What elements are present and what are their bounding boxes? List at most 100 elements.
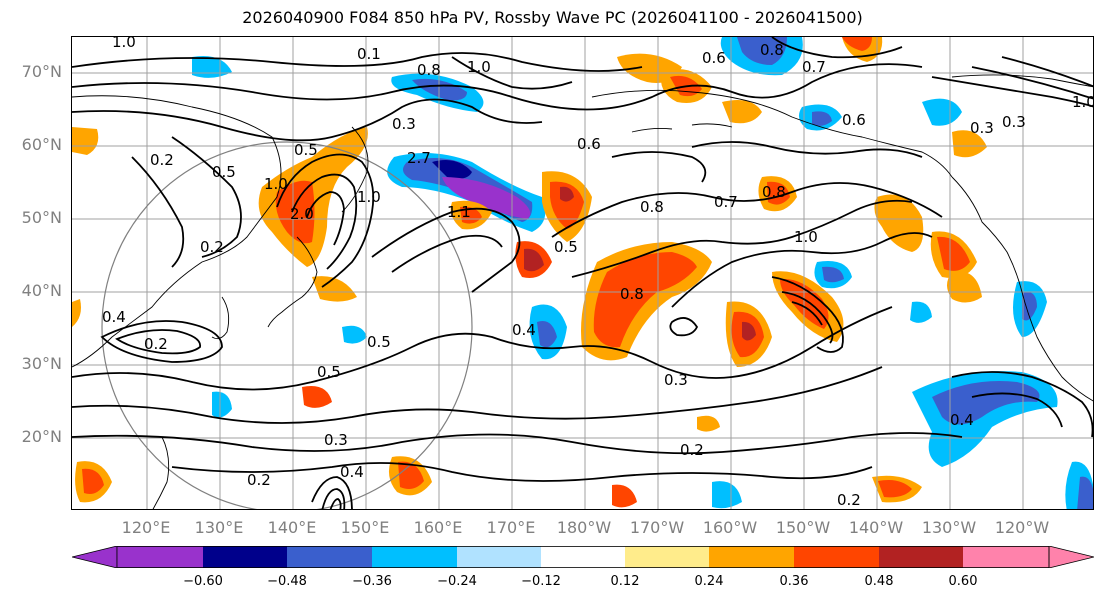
shade-blob: [212, 391, 232, 418]
coastline-arctic: [951, 74, 1093, 88]
shade-blob: [842, 37, 872, 51]
shade-blob: [952, 130, 987, 158]
shade-blob: [560, 186, 574, 202]
shade-blob: [742, 321, 756, 341]
colorbar: [72, 546, 1094, 568]
contour-label: 0.5: [212, 163, 236, 181]
contour-label: 0.5: [294, 141, 318, 159]
lon-label-160e: 160°E: [413, 518, 463, 537]
contour-label: 0.3: [1002, 113, 1026, 131]
contour-label: 0.8: [762, 183, 786, 201]
coastline-asia: [72, 95, 282, 368]
contour-line: [72, 366, 883, 424]
contour-label: 0.1: [357, 45, 381, 63]
shade-blob: [767, 181, 790, 205]
contour-label: 1.1: [447, 203, 471, 221]
lon-label-130w: 130°W: [921, 518, 977, 537]
shade-blob: [524, 248, 544, 272]
contour-line: [691, 141, 923, 158]
contour-line: [451, 56, 573, 90]
colorbar-segment: [117, 546, 203, 568]
lon-label-140e: 140°E: [267, 518, 317, 537]
lon-label-140w: 140°W: [848, 518, 904, 537]
contour-line: [171, 136, 242, 258]
shade-blob: [812, 111, 832, 126]
contour-line: [391, 234, 503, 273]
contour-label: 0.8: [417, 61, 441, 79]
lat-label-20n: 20°N: [21, 427, 62, 446]
shade-blob: [593, 252, 697, 348]
contour-line: [171, 462, 873, 482]
contour-line: [306, 191, 345, 246]
shade-blob: [550, 181, 584, 229]
contour-line: [971, 392, 1063, 428]
contour-label: 0.2: [150, 151, 174, 169]
great-circle-ring: [101, 141, 473, 509]
contour-label: 0.3: [664, 371, 688, 389]
colorbar-high-extend: [1048, 546, 1094, 568]
contour-line: [951, 371, 1093, 438]
shade-blob: [937, 236, 970, 271]
contour-line: [72, 306, 893, 391]
colorbar-tick-label: −0.36: [352, 574, 392, 589]
colorbar-low-extend: [72, 546, 118, 568]
colorbar-tick-label: 0.36: [779, 574, 809, 589]
shade-blob: [432, 159, 472, 179]
coastlines: [72, 74, 1093, 509]
shade-blob: [398, 461, 424, 489]
colorbar-tick-label: −0.60: [183, 574, 223, 589]
coastline-philippines: [152, 436, 170, 509]
map-title: 2026040900 F084 850 hPa PV, Rossby Wave …: [242, 8, 863, 27]
contour-line: [311, 476, 353, 509]
shade-blob: [922, 98, 962, 126]
shade-blob: [910, 301, 932, 323]
contour-label: 1.0: [467, 58, 491, 76]
contour-label: 2.0: [290, 205, 314, 223]
contour-label: 2.7: [407, 149, 431, 167]
colorbar-segment: [457, 546, 541, 568]
contour-line: [72, 52, 643, 72]
coastline-korea: [211, 296, 230, 340]
lon-label-150e: 150°E: [340, 518, 390, 537]
negative-anomaly-shading: [192, 37, 1093, 509]
coastline-aleutians: [631, 123, 733, 133]
shade-blob: [192, 56, 232, 78]
shade-blob: [1022, 291, 1037, 321]
colorbar-segment: [287, 546, 372, 568]
colorbar-outline: [116, 546, 1050, 568]
colorbar-tick-label: 0.48: [864, 574, 894, 589]
shade-blob: [302, 386, 332, 408]
contour-line: [931, 76, 1093, 108]
contour-label: 0.8: [760, 41, 784, 59]
coastline-na-west: [951, 176, 1093, 402]
contour-label: 0.2: [247, 471, 271, 489]
shade-blob: [342, 325, 367, 344]
lon-label-150w: 150°W: [775, 518, 831, 537]
contour-label: 0.6: [842, 111, 866, 129]
colorbar-segment: [625, 546, 709, 568]
graticule: [72, 37, 1093, 509]
shade-blob: [874, 194, 924, 252]
colorbar-segment: [879, 546, 963, 568]
contour-label: 0.2: [680, 441, 704, 459]
lon-label-120w: 120°W: [994, 518, 1050, 537]
contour-line: [72, 63, 923, 111]
contour-label: 0.3: [970, 119, 994, 137]
contour-line: [671, 232, 933, 308]
contour-line: [771, 37, 903, 59]
colorbar-segment: [541, 546, 625, 568]
shade-blob: [878, 480, 912, 498]
contour-label: 1.0: [794, 228, 818, 246]
contour-line: [371, 207, 521, 293]
contour-line: [771, 276, 844, 353]
contour-label: 0.8: [640, 198, 664, 216]
shade-blob: [72, 299, 81, 327]
shade-blob: [82, 468, 104, 494]
shade-blob: [442, 177, 531, 219]
shade-blob: [722, 99, 762, 124]
contour-line: [971, 66, 1093, 100]
shade-blob: [822, 266, 844, 283]
contour-label: 0.2: [200, 238, 224, 256]
shade-blob: [612, 484, 637, 508]
contour-label: 0.3: [324, 431, 348, 449]
